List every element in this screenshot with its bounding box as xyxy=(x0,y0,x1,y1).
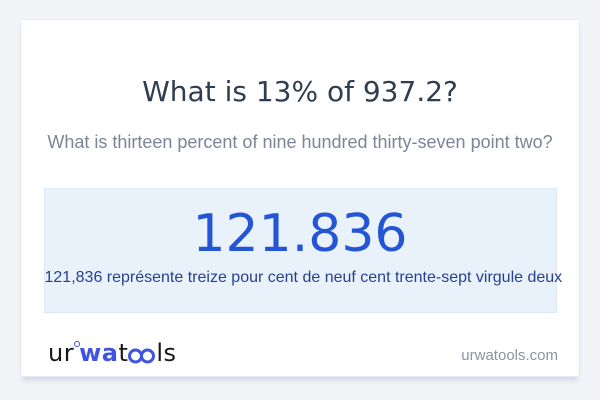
logo-text-t: t xyxy=(118,339,129,367)
question-subtitle: What is thirteen percent of nine hundred… xyxy=(47,131,553,152)
urwatools-logo: ur wat ls xyxy=(48,341,177,365)
calculation-card: What is 13% of 937.2? What is thirteen p… xyxy=(20,19,580,377)
logo-text-wa: wa xyxy=(79,339,119,367)
result-box: 121.836 121,836 représente treize pour c… xyxy=(43,187,563,313)
logo-text-ur: ur xyxy=(48,339,75,367)
result-description-french: 121,836 représente treize pour cent de n… xyxy=(44,268,563,286)
logo-text-ls: ls xyxy=(156,339,177,367)
degree-ring-icon xyxy=(74,341,81,347)
result-value: 121.836 xyxy=(192,203,408,264)
question-title: What is 13% of 937.2? xyxy=(142,75,458,108)
card-footer: ur wat ls urwatools.com xyxy=(48,341,558,365)
site-domain: urwatools.com xyxy=(461,347,558,364)
glasses-oo-icon xyxy=(128,348,156,364)
